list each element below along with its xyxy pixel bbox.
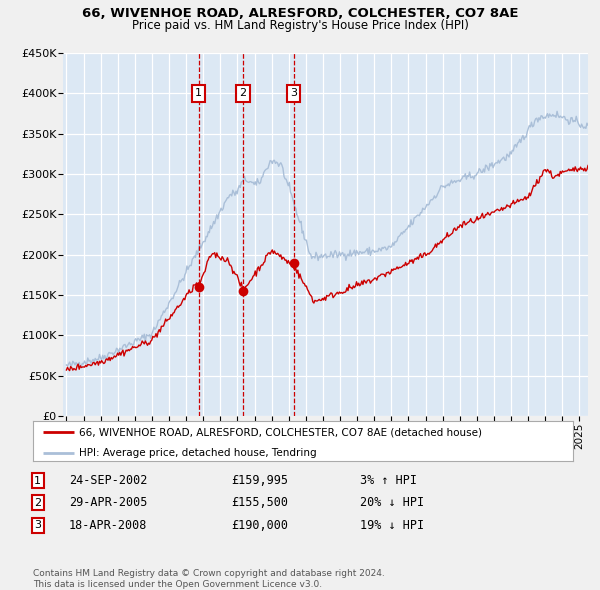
Text: 18-APR-2008: 18-APR-2008 <box>69 519 148 532</box>
Text: 1: 1 <box>34 476 41 486</box>
Text: £155,500: £155,500 <box>231 496 288 509</box>
Text: £190,000: £190,000 <box>231 519 288 532</box>
Text: 1: 1 <box>195 88 202 99</box>
Text: 3% ↑ HPI: 3% ↑ HPI <box>360 474 417 487</box>
Text: 66, WIVENHOE ROAD, ALRESFORD, COLCHESTER, CO7 8AE (detached house): 66, WIVENHOE ROAD, ALRESFORD, COLCHESTER… <box>79 428 482 438</box>
Text: Contains HM Land Registry data © Crown copyright and database right 2024.
This d: Contains HM Land Registry data © Crown c… <box>33 569 385 589</box>
Text: 66, WIVENHOE ROAD, ALRESFORD, COLCHESTER, CO7 8AE: 66, WIVENHOE ROAD, ALRESFORD, COLCHESTER… <box>82 7 518 20</box>
Text: 20% ↓ HPI: 20% ↓ HPI <box>360 496 424 509</box>
Text: 2: 2 <box>34 498 41 507</box>
Text: 3: 3 <box>290 88 298 99</box>
Text: 24-SEP-2002: 24-SEP-2002 <box>69 474 148 487</box>
Text: 29-APR-2005: 29-APR-2005 <box>69 496 148 509</box>
Text: 3: 3 <box>34 520 41 530</box>
Text: Price paid vs. HM Land Registry's House Price Index (HPI): Price paid vs. HM Land Registry's House … <box>131 19 469 32</box>
Text: 19% ↓ HPI: 19% ↓ HPI <box>360 519 424 532</box>
Text: £159,995: £159,995 <box>231 474 288 487</box>
Text: 2: 2 <box>239 88 247 99</box>
Text: HPI: Average price, detached house, Tendring: HPI: Average price, detached house, Tend… <box>79 448 317 458</box>
